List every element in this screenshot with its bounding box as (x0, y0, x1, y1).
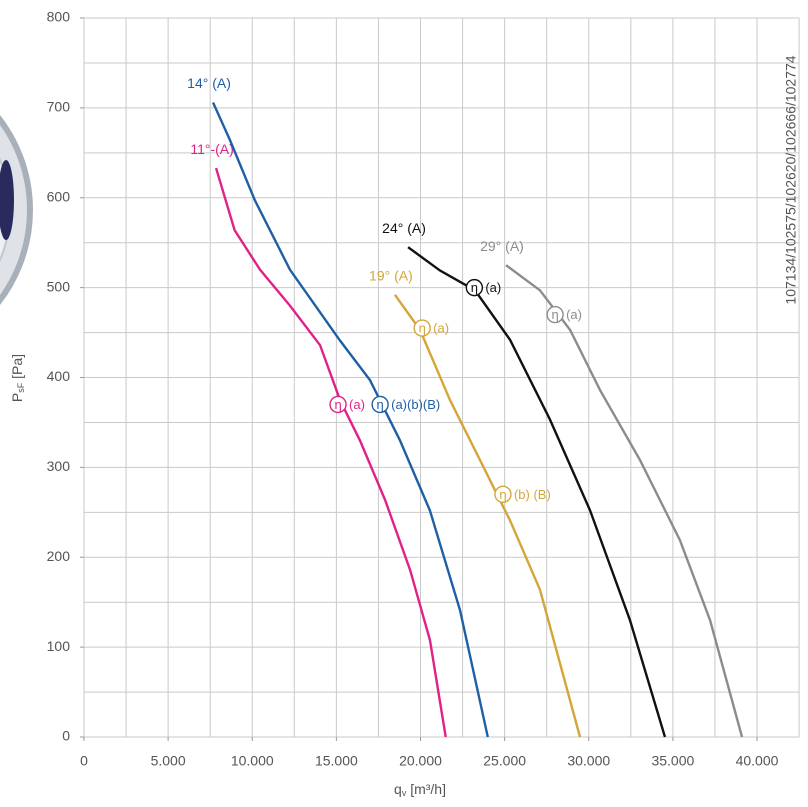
annotation-text: (b) (B) (514, 487, 551, 502)
annotation-symbol: η (551, 307, 558, 322)
annotation-circle (371, 395, 389, 414)
annotation-symbol: η (471, 280, 478, 295)
annotation-circle (546, 305, 564, 324)
x-label-sub: v (402, 788, 407, 798)
x-tick-label: 30.000 (567, 753, 610, 769)
x-tick-label: 40.000 (736, 753, 779, 769)
x-tick-label: 0 (80, 753, 88, 769)
annotation-symbol: η (377, 397, 384, 412)
annotation-text: (a) (433, 321, 449, 336)
y-tick-label: 200 (47, 548, 71, 564)
x-tick-label: 20.000 (399, 753, 442, 769)
side-text: 107134/102575/102620/102666/102774 (783, 55, 799, 304)
annotation-circle (413, 319, 431, 337)
fan-blade (0, 160, 14, 240)
annotation-text: (a) (566, 307, 582, 322)
series-line (505, 264, 744, 738)
y-tick-label: 300 (47, 458, 71, 474)
annotation-circle (465, 278, 484, 297)
series-label: 29° (A) (480, 238, 524, 254)
annotation-symbol: η (499, 487, 506, 502)
annotation-text: (a)(b)(B) (391, 397, 440, 412)
series-line (211, 101, 489, 738)
x-axis-label: qv [m³/h] (394, 781, 446, 799)
fan-image (0, 115, 33, 305)
series-line (407, 246, 667, 738)
x-tick-label: 15.000 (315, 753, 358, 769)
annotation-text: (a) (485, 280, 501, 295)
x-tick-label: 5.000 (151, 753, 186, 769)
series-label: 24° (A) (382, 220, 426, 236)
y-label-unit: [Pa] (9, 354, 25, 383)
y-tick-label: 800 (47, 9, 71, 25)
x-tick-label: 25.000 (483, 753, 526, 769)
y-tick-label: 400 (47, 368, 71, 384)
y-label-main: P (9, 393, 25, 402)
annotation-circle (329, 395, 347, 414)
series-line (214, 167, 447, 738)
x-label-main: q (394, 781, 402, 797)
annotation-text: (a) (349, 397, 365, 412)
series-label: 11°-(A) (190, 141, 233, 157)
x-tick-label: 10.000 (231, 753, 274, 769)
y-label-sub: sF (16, 382, 26, 393)
series-line (393, 294, 582, 738)
y-tick-label: 100 (47, 638, 71, 654)
series-label: 19° (A) (369, 268, 413, 284)
y-axis-label: PsF [Pa] (9, 354, 27, 402)
annotation-circle (494, 485, 512, 504)
y-tick-label: 700 (47, 99, 71, 115)
x-tick-label: 35.000 (651, 753, 694, 769)
series-label: 14° (A) (187, 75, 231, 91)
annotation-symbol: η (419, 321, 426, 336)
x-label-unit: [m³/h] (406, 781, 446, 797)
y-tick-label: 600 (47, 188, 71, 204)
y-tick-label: 500 (47, 278, 71, 294)
annotation-symbol: η (334, 397, 341, 412)
y-tick-label: 0 (62, 728, 70, 744)
